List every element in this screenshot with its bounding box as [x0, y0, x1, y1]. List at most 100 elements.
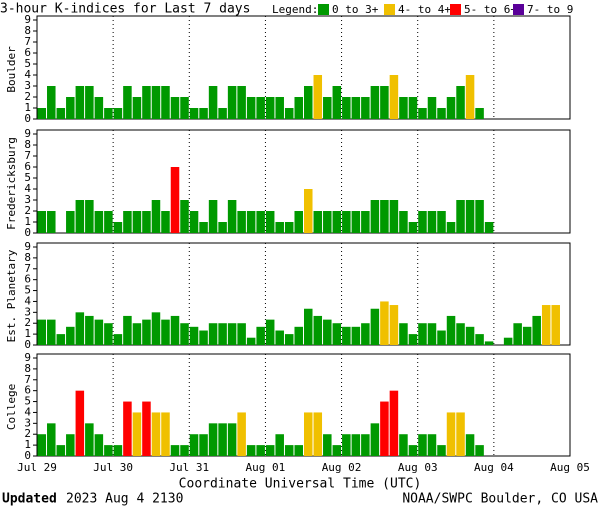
y-tick-label: 1: [24, 327, 31, 340]
plot-frame: [36, 353, 571, 457]
legend-label: 4- to 4+: [398, 3, 451, 16]
bar: [522, 326, 532, 345]
bar: [218, 222, 227, 233]
y-tick-label: 2: [24, 316, 31, 329]
bar: [265, 319, 275, 345]
bar: [199, 330, 208, 345]
bar: [456, 200, 465, 233]
x-tick-label: Jul 30: [93, 461, 133, 474]
bar: [189, 108, 199, 119]
y-tick-label: 7: [24, 149, 31, 162]
bar: [218, 108, 227, 119]
bar: [37, 108, 47, 119]
bar: [380, 401, 389, 456]
bar: [170, 445, 180, 456]
updated-time: 2023 Aug 4 2130: [66, 492, 183, 507]
y-tick-label: 5: [24, 171, 31, 184]
bar: [104, 108, 113, 119]
bar: [456, 323, 465, 345]
bar: [85, 200, 94, 233]
bar: [465, 326, 475, 345]
updated-label: Updated: [2, 492, 57, 507]
y-tick-label: 3: [24, 305, 31, 318]
bar: [180, 97, 189, 119]
bar: [399, 323, 408, 345]
bar: [75, 200, 85, 233]
y-tick-label: 9: [24, 351, 31, 364]
bar: [323, 97, 332, 119]
bar: [284, 222, 294, 233]
bar: [189, 326, 199, 345]
bar: [56, 334, 66, 345]
bar: [465, 75, 475, 119]
bar: [66, 211, 75, 233]
bar: [342, 97, 351, 119]
bar: [465, 200, 475, 233]
bar: [370, 423, 380, 456]
bar: [47, 86, 56, 119]
y-tick-label: 8: [24, 138, 31, 151]
bar: [437, 211, 446, 233]
bar: [208, 323, 218, 345]
bar: [237, 211, 246, 233]
bar: [484, 222, 494, 233]
bar: [446, 315, 456, 345]
bar: [66, 434, 75, 456]
bar: [180, 200, 189, 233]
bar: [323, 211, 332, 233]
bar: [104, 323, 113, 345]
bar: [104, 211, 113, 233]
y-tick-label: 4: [24, 182, 31, 195]
source: NOAA/SWPC Boulder, CO USA: [402, 492, 598, 507]
bar: [380, 301, 389, 345]
chart-title: 3-hour K-indices for Last 7 days: [0, 2, 250, 17]
bar: [456, 412, 465, 456]
bar: [427, 211, 437, 233]
bar: [408, 97, 418, 119]
bar: [323, 319, 332, 345]
bar: [284, 334, 294, 345]
bar: [503, 337, 513, 345]
y-tick-label: 9: [24, 240, 31, 253]
bar: [294, 445, 303, 456]
bar: [47, 423, 56, 456]
bar: [370, 86, 380, 119]
bar: [304, 308, 313, 345]
y-tick-label: 8: [24, 24, 31, 37]
plot-frame: [36, 242, 571, 346]
bar: [208, 86, 218, 119]
bar: [313, 75, 323, 119]
bar: [475, 108, 484, 119]
bar: [351, 326, 361, 345]
bar: [132, 323, 142, 345]
bar: [418, 211, 427, 233]
bar: [456, 86, 465, 119]
bar: [475, 200, 484, 233]
bar: [332, 86, 342, 119]
bar: [437, 108, 446, 119]
legend-swatch: [384, 4, 395, 15]
bar: [123, 86, 132, 119]
bar: [75, 390, 85, 456]
y-tick-label: 1: [24, 215, 31, 228]
bar: [132, 211, 142, 233]
y-tick-label: 0: [24, 449, 31, 462]
y-tick-label: 5: [24, 395, 31, 408]
bar: [370, 200, 380, 233]
bar: [380, 200, 389, 233]
bar: [189, 434, 199, 456]
bar: [104, 445, 113, 456]
x-tick-label: Aug 02: [322, 461, 362, 474]
bar: [170, 97, 180, 119]
bar: [56, 108, 66, 119]
bar: [161, 319, 170, 345]
bar: [361, 323, 370, 345]
bar: [123, 401, 132, 456]
bar: [418, 108, 427, 119]
bar: [161, 86, 170, 119]
bar: [161, 211, 170, 233]
bar: [342, 434, 351, 456]
bar: [418, 434, 427, 456]
y-tick-label: 2: [24, 427, 31, 440]
bar: [408, 222, 418, 233]
